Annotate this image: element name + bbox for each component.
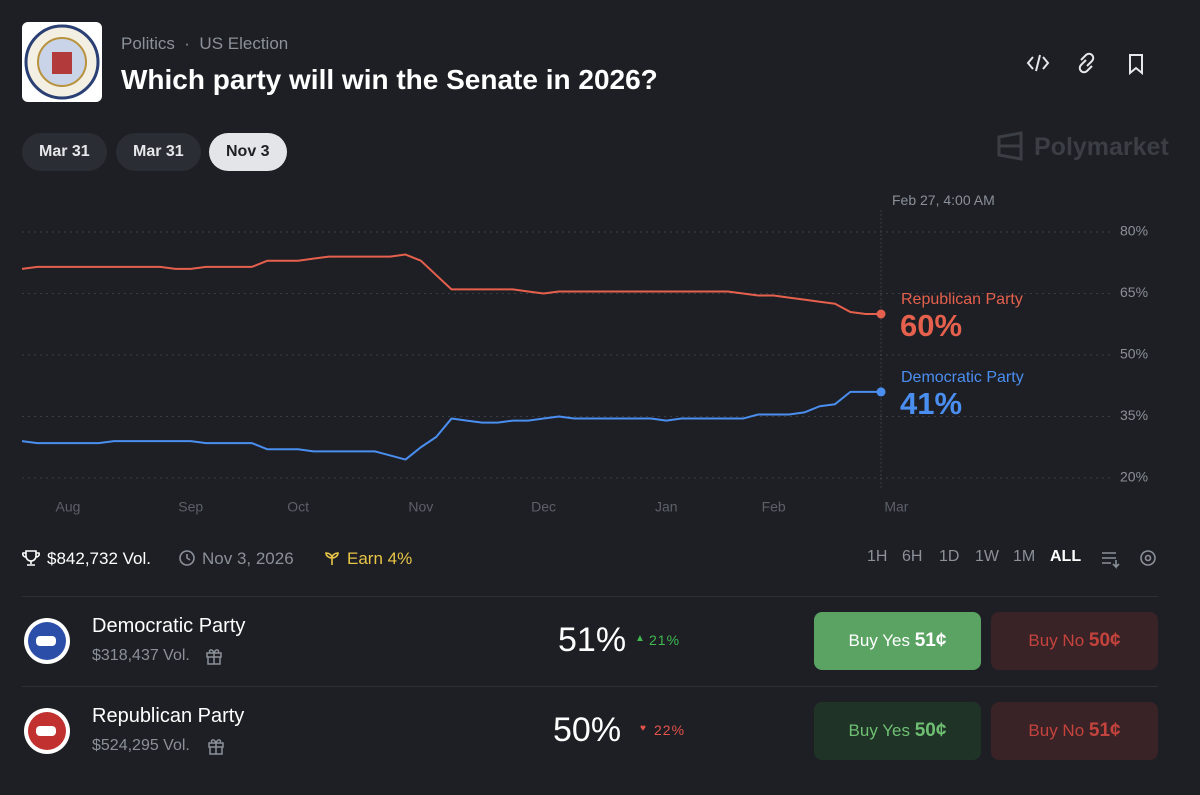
buy-yes-label: Buy Yes <box>848 631 910 650</box>
end-point <box>876 387 886 397</box>
hover-label: Feb 27, 4:00 AM <box>892 192 995 208</box>
buy-no-label: Buy No <box>1028 721 1085 740</box>
gift-shape <box>208 739 224 755</box>
yes-price: 51¢ <box>914 630 947 651</box>
timeframe[interactable]: 1D <box>939 548 960 565</box>
icon-body <box>36 636 56 646</box>
outcome-name: Democratic Party <box>92 615 246 637</box>
gift-icon[interactable] <box>207 737 225 755</box>
change-arrow: ♥ <box>640 723 646 734</box>
outcome-icon <box>24 708 70 754</box>
series-end-label: 60% <box>900 308 962 343</box>
outcome-chance: 50% <box>553 711 622 749</box>
buy-yes-button[interactable]: Buy Yes 51¢ <box>814 612 981 670</box>
title: Which party will win the Senate in 2026? <box>121 64 658 95</box>
earn-icon <box>325 552 339 565</box>
no-price: 51¢ <box>1088 720 1121 741</box>
date-tab[interactable]: Mar 31 <box>116 133 201 171</box>
x-tick-label: Nov <box>408 499 433 515</box>
outcome-icon <box>24 618 70 664</box>
no-price: 50¢ <box>1088 630 1121 651</box>
buy-no-button[interactable]: Buy No 51¢ <box>991 702 1158 760</box>
brand-logo <box>997 131 1023 161</box>
header-icons[interactable] <box>1026 52 1143 76</box>
buy-no-label: Buy No <box>1028 631 1085 650</box>
series-line <box>21 390 882 461</box>
outcome-name: Republican Party <box>92 705 245 727</box>
trophy-icon <box>22 550 40 566</box>
divider <box>22 596 1158 597</box>
timeframe[interactable]: 1M <box>1013 548 1036 565</box>
series-end-label: 41% <box>900 386 962 421</box>
icon-body <box>36 726 56 736</box>
timeframe[interactable]: 1W <box>975 548 999 565</box>
end-point <box>876 309 886 319</box>
outcome-volume: $318,437 Vol. <box>92 647 190 664</box>
outcome-change: 21% <box>649 632 681 648</box>
x-tick-label: Oct <box>287 499 309 515</box>
gift-icon[interactable] <box>205 647 223 665</box>
earn[interactable]: Earn 4% <box>347 549 413 568</box>
timeframe[interactable]: ALL <box>1050 548 1082 565</box>
seal-shield <box>52 52 72 74</box>
x-tick-label: Dec <box>531 499 556 515</box>
y-tick-label: 80% <box>1120 223 1148 239</box>
y-tick-label: 65% <box>1120 284 1148 300</box>
series-line <box>21 253 882 315</box>
timeframe[interactable]: 1H <box>867 548 888 565</box>
buy-no-button[interactable]: Buy No 50¢ <box>991 612 1158 670</box>
y-tick-label: 50% <box>1120 346 1148 362</box>
brand: Polymarket <box>1034 133 1169 161</box>
x-tick-label: Mar <box>884 499 908 515</box>
change-arrow: ▲ <box>635 633 645 644</box>
outcome-chance: 51% <box>558 621 627 659</box>
volume: $842,732 Vol. <box>47 549 151 568</box>
y-tick-label: 20% <box>1120 469 1148 485</box>
date-tab[interactable]: Mar 31 <box>22 133 107 171</box>
x-tick-label: Aug <box>56 499 81 515</box>
yes-price: 50¢ <box>914 720 947 741</box>
series-name: Republican Party <box>901 291 1023 308</box>
section[interactable]: Politics <box>121 34 175 53</box>
series-name: Democratic Party <box>901 369 1024 386</box>
timeframe[interactable]: 6H <box>902 548 923 565</box>
x-tick-label: Feb <box>762 499 786 515</box>
outcome-volume: $524,295 Vol. <box>92 737 190 754</box>
buy-yes-label: Buy Yes <box>848 721 910 740</box>
breadcrumb: Politics · US Election <box>121 34 289 53</box>
end-date: Nov 3, 2026 <box>202 549 294 568</box>
divider <box>22 686 1158 687</box>
x-tick-label: Jan <box>655 499 678 515</box>
x-tick-label: Sep <box>178 499 203 515</box>
clock-icon <box>179 550 195 566</box>
buy-yes-button[interactable]: Buy Yes 50¢ <box>814 702 981 760</box>
y-tick-label: 35% <box>1120 407 1148 423</box>
outcome-change: 22% <box>654 722 686 738</box>
subsection[interactable]: US Election <box>199 34 289 53</box>
date-tab[interactable]: Nov 3 <box>209 133 287 171</box>
gift-shape <box>206 649 222 665</box>
chart-controls[interactable] <box>1100 548 1160 570</box>
